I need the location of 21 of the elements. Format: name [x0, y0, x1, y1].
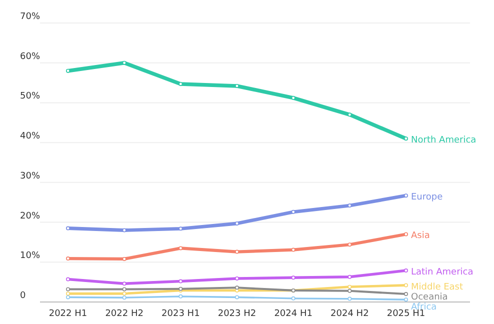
series-label: Latin America — [411, 268, 474, 278]
x-tick-label: 2023 H2 — [218, 309, 256, 319]
x-tick-label: 2024 H2 — [330, 309, 369, 319]
y-tick-label: 0 — [20, 291, 26, 301]
series-label: Oceania — [411, 292, 448, 302]
y-tick-label: 70% — [20, 12, 40, 22]
x-tick-label: 2022 H1 — [48, 309, 88, 319]
y-tick-label: 40% — [20, 132, 40, 142]
y-tick-label: 20% — [20, 211, 40, 222]
x-tick-label: 2025 H1 — [386, 309, 426, 319]
series-label: Asia — [411, 231, 430, 242]
y-tick-label: 10% — [20, 251, 40, 262]
y-tick-label: 60% — [20, 52, 40, 62]
x-tick-label: 2024 H1 — [274, 309, 312, 319]
y-tick-label: 30% — [20, 171, 40, 182]
series-label: Middle East — [411, 282, 464, 292]
y-tick-label: 50% — [20, 92, 40, 102]
x-tick-label: 2023 H1 — [162, 309, 200, 319]
series-label: Europe — [411, 192, 444, 203]
series-label: North America — [411, 136, 476, 146]
x-tick-label: 2022 H2 — [105, 309, 144, 319]
